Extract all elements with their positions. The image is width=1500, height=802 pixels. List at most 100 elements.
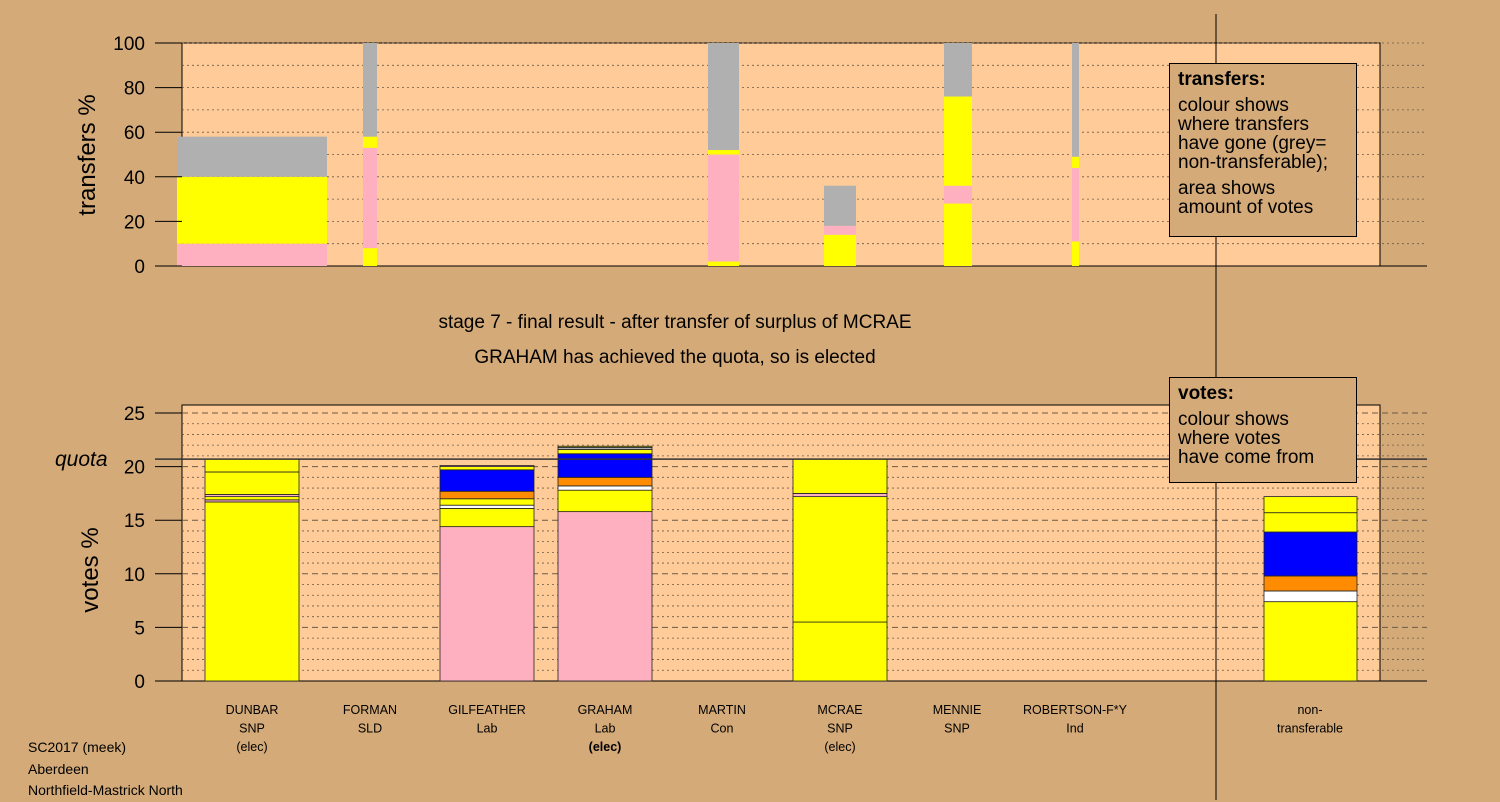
bar-segment bbox=[204, 471, 300, 495]
candidate-name: non- bbox=[1297, 703, 1322, 717]
bar-segment bbox=[439, 508, 535, 528]
bar-segment bbox=[363, 147, 377, 249]
candidate-status: (elec) bbox=[824, 740, 855, 754]
transfers-legend-line: where transfers bbox=[1178, 114, 1309, 135]
candidate-party: SNP bbox=[827, 722, 853, 736]
bar-segment bbox=[1263, 601, 1358, 682]
y-tick-label: 60 bbox=[124, 123, 145, 144]
bar-segment bbox=[708, 154, 739, 262]
bar-segment bbox=[204, 496, 300, 501]
y-tick-label: 0 bbox=[134, 672, 145, 693]
bar-segment bbox=[557, 449, 653, 455]
candidate-name: FORMAN bbox=[343, 703, 397, 717]
bar-segment bbox=[944, 203, 972, 266]
y-tick-label: 15 bbox=[124, 511, 145, 532]
bar-segment bbox=[557, 485, 653, 491]
bar-segment bbox=[363, 136, 377, 148]
transfers-legend-line: non-transferable); bbox=[1178, 152, 1328, 173]
transfers-legend-line: area shows bbox=[1178, 178, 1276, 199]
bar-segment bbox=[708, 150, 739, 155]
bar-segment bbox=[439, 465, 535, 468]
transfers-legend-text-1: colour shows where transfers have gone (… bbox=[1178, 96, 1348, 172]
bar-segment bbox=[177, 136, 327, 177]
candidate-name: ROBERTSON-F*Y bbox=[1023, 703, 1128, 717]
transfers-bars bbox=[177, 43, 1079, 266]
bar-segment bbox=[363, 248, 377, 266]
footer-info: SC2017 (meek) Aberdeen Northfield-Mastri… bbox=[28, 737, 183, 802]
bar-segment bbox=[792, 458, 888, 494]
candidate-party: transferable bbox=[1277, 722, 1343, 736]
bar-segment bbox=[944, 96, 972, 186]
bar-segment bbox=[824, 185, 856, 226]
bar-segment bbox=[177, 243, 327, 266]
bar-segment bbox=[824, 225, 856, 235]
y-tick-label: 10 bbox=[124, 565, 145, 586]
y-tick-label: 20 bbox=[124, 458, 145, 479]
candidate-labels: DUNBAR SNP (elec) FORMAN SLD GILFEATHER Lab GRA… bbox=[226, 703, 1343, 754]
candidate-name: MENNIE bbox=[933, 703, 982, 717]
transfers-legend: transfers: colour shows where transfers … bbox=[1169, 63, 1357, 237]
bar-segment bbox=[1072, 241, 1079, 266]
bar-segment bbox=[1263, 496, 1358, 514]
transfers-legend-title: transfers: bbox=[1178, 69, 1266, 90]
bar-segment bbox=[439, 490, 535, 500]
candidate-name: GRAHAM bbox=[578, 703, 633, 717]
footer-ward: Northfield-Mastrick North bbox=[28, 782, 183, 798]
candidate-name: DUNBAR bbox=[226, 703, 279, 717]
bar-segment bbox=[944, 185, 972, 204]
votes-legend-line: have come from bbox=[1178, 447, 1315, 468]
bar-segment bbox=[708, 261, 739, 266]
y-tick-label: 25 bbox=[124, 404, 145, 425]
candidate-party: SLD bbox=[358, 722, 382, 736]
votes-y-ticks: 0 5 10 15 20 25 bbox=[124, 404, 182, 693]
stage-title: stage 7 - final result - after transfer … bbox=[438, 312, 911, 333]
transfers-gridlines bbox=[182, 42, 1427, 267]
bar-segment bbox=[204, 458, 300, 473]
candidate-party: Lab bbox=[595, 722, 616, 736]
transfers-y-axis-label: transfers % bbox=[74, 94, 101, 215]
bar-segment bbox=[792, 496, 888, 623]
candidate-name: MCRAE bbox=[817, 703, 862, 717]
votes-y-axis-label: votes % bbox=[77, 527, 104, 612]
y-tick-label: 100 bbox=[113, 34, 145, 55]
candidate-status: (elec) bbox=[236, 740, 267, 754]
candidate-party: Ind bbox=[1066, 722, 1083, 736]
bar-segment bbox=[557, 489, 653, 513]
bar-segment bbox=[439, 466, 535, 471]
bar-segment bbox=[1072, 156, 1079, 168]
candidate-party: SNP bbox=[944, 722, 970, 736]
y-tick-label: 5 bbox=[134, 618, 145, 639]
bar-segment bbox=[944, 43, 972, 97]
bar-segment bbox=[177, 176, 327, 244]
bar-segment bbox=[792, 492, 888, 498]
transfers-legend-line: have gone (grey= bbox=[1178, 133, 1327, 154]
footer-council: Aberdeen bbox=[28, 760, 89, 777]
stage-subtitle: GRAHAM has achieved the quota, so is ele… bbox=[474, 347, 875, 368]
candidate-party: Lab bbox=[477, 722, 498, 736]
bar-segment bbox=[1072, 43, 1079, 157]
y-tick-label: 0 bbox=[134, 257, 145, 278]
bar-segment bbox=[439, 498, 535, 506]
transfers-legend-line: amount of votes bbox=[1178, 197, 1314, 218]
bar-segment bbox=[1263, 575, 1358, 592]
bar-segment bbox=[557, 476, 653, 487]
transfers-y-ticks: 0 20 40 60 80 100 bbox=[113, 34, 182, 278]
votes-legend-line: where votes bbox=[1178, 428, 1281, 449]
votes-legend-line: colour shows bbox=[1178, 409, 1289, 430]
quota-label: quota bbox=[55, 448, 108, 471]
bar-segment bbox=[439, 469, 535, 492]
bar-segment bbox=[1263, 531, 1358, 577]
candidate-party: Con bbox=[711, 722, 734, 736]
bar-segment bbox=[1263, 512, 1358, 533]
bar-segment bbox=[792, 621, 888, 682]
bar-segment bbox=[1263, 590, 1358, 603]
bar-segment bbox=[557, 511, 653, 682]
votes-legend-text: colour shows where votes have come from bbox=[1178, 410, 1348, 467]
votes-legend-title: votes: bbox=[1178, 383, 1234, 404]
bar-segment bbox=[439, 504, 535, 509]
candidate-party: SNP bbox=[239, 722, 265, 736]
y-tick-label: 20 bbox=[124, 212, 145, 233]
y-tick-label: 80 bbox=[124, 79, 145, 100]
bar-segment bbox=[439, 526, 535, 682]
bar-segment bbox=[363, 43, 377, 137]
